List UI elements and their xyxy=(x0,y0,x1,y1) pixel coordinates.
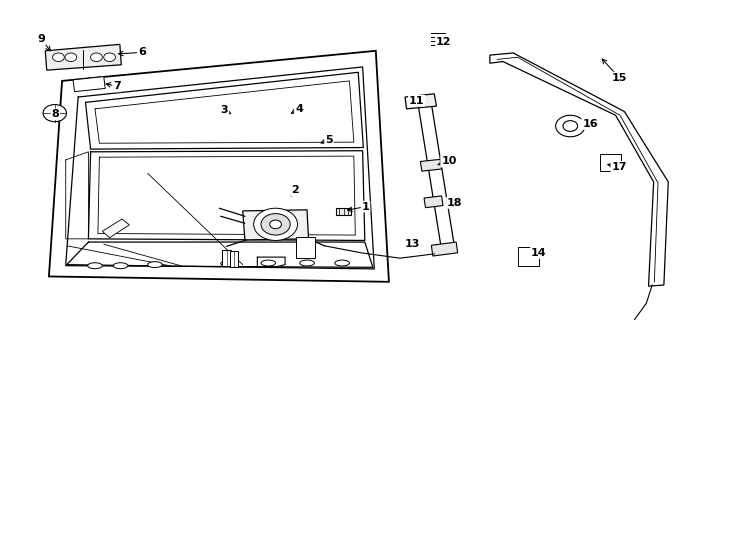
Polygon shape xyxy=(421,159,442,171)
Ellipse shape xyxy=(148,262,162,268)
Ellipse shape xyxy=(113,263,128,269)
Circle shape xyxy=(254,208,297,240)
FancyBboxPatch shape xyxy=(296,237,315,258)
Polygon shape xyxy=(490,53,668,286)
Ellipse shape xyxy=(221,261,236,267)
Ellipse shape xyxy=(335,260,349,266)
Ellipse shape xyxy=(87,263,102,269)
Text: 16: 16 xyxy=(582,119,597,129)
Polygon shape xyxy=(336,208,351,215)
Polygon shape xyxy=(405,94,437,109)
Circle shape xyxy=(103,53,115,62)
Text: 14: 14 xyxy=(531,248,547,258)
Text: 3: 3 xyxy=(221,105,228,115)
Text: 9: 9 xyxy=(37,34,46,44)
Polygon shape xyxy=(418,104,455,250)
FancyBboxPatch shape xyxy=(517,247,539,266)
Text: 5: 5 xyxy=(325,135,333,145)
Circle shape xyxy=(270,220,281,228)
Text: 11: 11 xyxy=(409,96,424,106)
Polygon shape xyxy=(432,242,458,256)
Text: 15: 15 xyxy=(611,73,627,83)
Polygon shape xyxy=(49,51,389,282)
Text: 4: 4 xyxy=(295,104,303,114)
Text: 17: 17 xyxy=(611,162,627,172)
Circle shape xyxy=(563,120,578,131)
Text: 18: 18 xyxy=(447,198,462,208)
Bar xyxy=(222,249,231,266)
Text: 2: 2 xyxy=(291,186,299,195)
Polygon shape xyxy=(424,196,443,208)
Circle shape xyxy=(43,105,67,122)
Ellipse shape xyxy=(299,260,314,266)
Polygon shape xyxy=(243,210,308,240)
Circle shape xyxy=(53,53,65,62)
Text: 12: 12 xyxy=(436,37,451,46)
Circle shape xyxy=(65,53,77,62)
FancyBboxPatch shape xyxy=(600,154,621,171)
Text: 8: 8 xyxy=(51,109,59,119)
Circle shape xyxy=(261,214,290,235)
Circle shape xyxy=(556,115,585,137)
Bar xyxy=(230,251,239,267)
Text: 13: 13 xyxy=(404,239,420,249)
Polygon shape xyxy=(102,219,129,238)
Text: 1: 1 xyxy=(362,201,369,212)
Text: 10: 10 xyxy=(441,157,457,166)
Polygon shape xyxy=(46,44,121,70)
Circle shape xyxy=(90,53,102,62)
Text: 7: 7 xyxy=(113,82,121,91)
Ellipse shape xyxy=(261,260,275,266)
Text: 6: 6 xyxy=(138,48,146,57)
Polygon shape xyxy=(73,77,105,92)
